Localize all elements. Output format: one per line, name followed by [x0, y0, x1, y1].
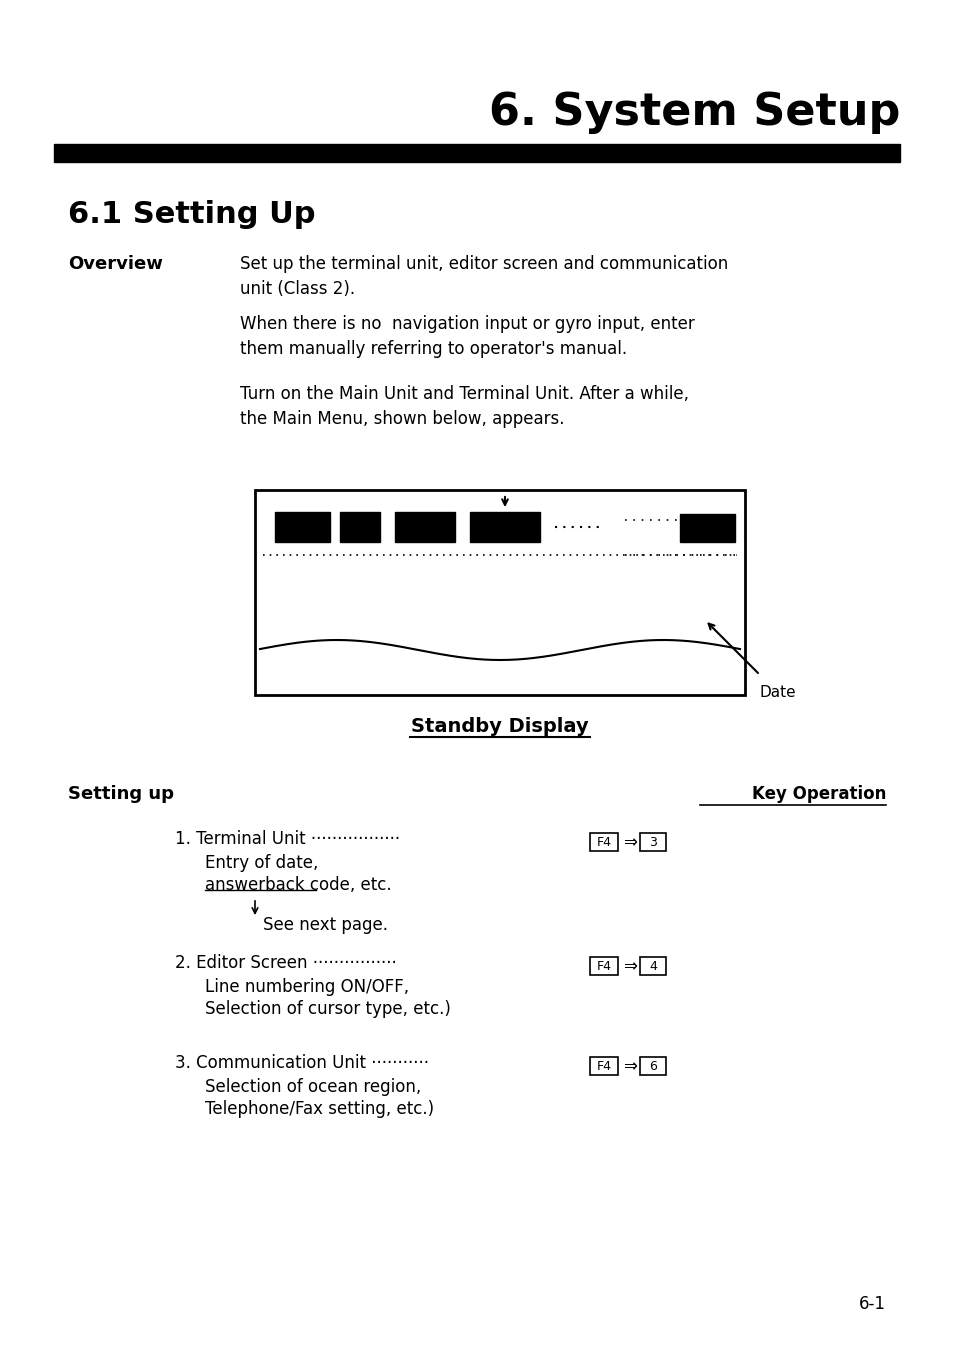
- Text: Telephone/Fax setting, etc.): Telephone/Fax setting, etc.): [205, 1100, 434, 1119]
- Bar: [339, 512, 379, 542]
- Bar: [639, 834, 665, 851]
- Text: ⇒: ⇒: [622, 957, 637, 975]
- Text: Set up the terminal unit, editor screen and communication
unit (Class 2).: Set up the terminal unit, editor screen …: [240, 255, 727, 299]
- Bar: [639, 957, 665, 975]
- Text: 1. Terminal Unit ·················: 1. Terminal Unit ·················: [174, 830, 399, 848]
- Bar: [274, 512, 330, 542]
- Text: Selection of ocean region,: Selection of ocean region,: [205, 1078, 421, 1096]
- Text: Setting up: Setting up: [68, 785, 173, 802]
- Text: ⇒: ⇒: [622, 1056, 637, 1075]
- Text: 3. Communication Unit ···········: 3. Communication Unit ···········: [174, 1054, 429, 1071]
- Bar: [254, 490, 744, 694]
- Bar: [470, 512, 539, 542]
- Text: 6. System Setup: 6. System Setup: [488, 91, 899, 134]
- Text: 3: 3: [648, 835, 657, 848]
- Text: F4: F4: [596, 959, 611, 973]
- Text: 6.1 Setting Up: 6.1 Setting Up: [68, 200, 315, 230]
- Text: Standby Display: Standby Display: [411, 717, 588, 736]
- Text: Overview: Overview: [68, 255, 163, 273]
- Text: Key Operation: Key Operation: [751, 785, 885, 802]
- Bar: [589, 957, 618, 975]
- Text: answerback code, etc.: answerback code, etc.: [205, 875, 392, 894]
- Bar: [54, 145, 899, 162]
- Bar: [639, 1056, 665, 1075]
- Text: Date: Date: [760, 685, 796, 700]
- Text: F4: F4: [596, 1059, 611, 1073]
- Bar: [589, 834, 618, 851]
- Text: 6-1: 6-1: [858, 1296, 885, 1313]
- Text: 2. Editor Screen ················: 2. Editor Screen ················: [174, 954, 396, 971]
- Bar: [395, 512, 455, 542]
- Text: When there is no  navigation input or gyro input, enter
them manually referring : When there is no navigation input or gyr…: [240, 315, 694, 358]
- Text: ⇒: ⇒: [622, 834, 637, 851]
- Text: 6: 6: [648, 1059, 657, 1073]
- Bar: [679, 513, 734, 542]
- Bar: [589, 1056, 618, 1075]
- Text: Entry of date,: Entry of date,: [205, 854, 318, 871]
- Text: F4: F4: [596, 835, 611, 848]
- Text: See next page.: See next page.: [263, 916, 388, 934]
- Text: Line numbering ON/OFF,: Line numbering ON/OFF,: [205, 978, 409, 996]
- Text: Turn on the Main Unit and Terminal Unit. After a while,
the Main Menu, shown bel: Turn on the Main Unit and Terminal Unit.…: [240, 385, 688, 428]
- Text: Selection of cursor type, etc.): Selection of cursor type, etc.): [205, 1000, 451, 1019]
- Text: 4: 4: [648, 959, 657, 973]
